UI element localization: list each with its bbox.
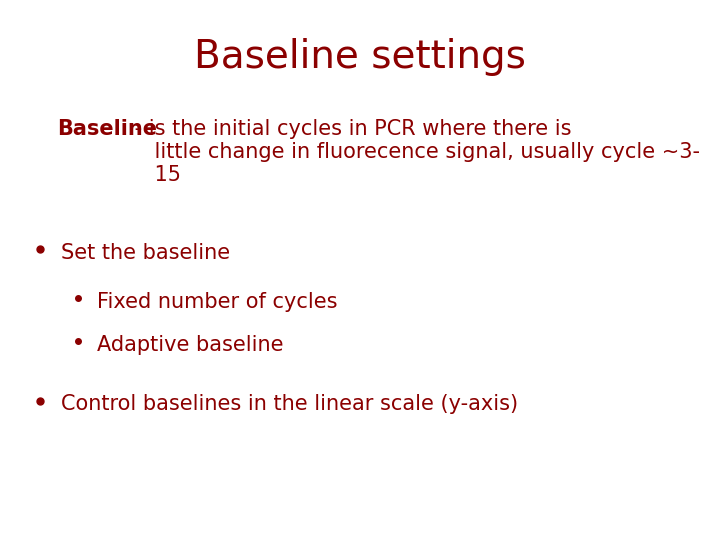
Text: Control baselines in the linear scale (y-axis): Control baselines in the linear scale (y… (61, 394, 518, 414)
Text: Set the baseline: Set the baseline (61, 243, 230, 263)
Text: Baseline settings: Baseline settings (194, 38, 526, 76)
Text: Baseline: Baseline (58, 119, 158, 139)
Text: Adaptive baseline: Adaptive baseline (97, 335, 284, 355)
Text: Fixed number of cycles: Fixed number of cycles (97, 292, 338, 312)
Text: - is the initial cycles in PCR where there is
    little change in fluorecence s: - is the initial cycles in PCR where the… (128, 119, 700, 185)
